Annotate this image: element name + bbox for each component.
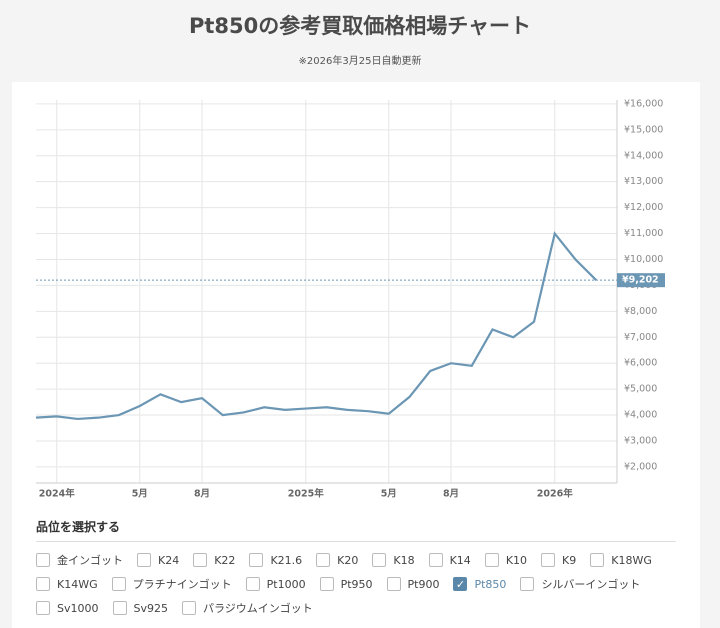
option-label: シルバーインゴット (541, 578, 641, 591)
y-tick-label: ¥2,000 (624, 461, 657, 472)
option-label: K9 (562, 553, 577, 567)
checkbox[interactable] (590, 553, 605, 567)
option-label: Pt950 (340, 577, 373, 591)
checkbox[interactable] (428, 553, 443, 567)
grade-option[interactable]: Sv1000 (36, 596, 99, 620)
checkbox[interactable] (484, 553, 499, 567)
x-tick-label: 5月 (132, 489, 148, 500)
checkbox[interactable] (182, 601, 196, 615)
y-tick-label: ¥7,000 (624, 332, 657, 343)
y-tick-label: ¥6,000 (624, 358, 657, 369)
grade-option[interactable]: K18 (372, 548, 415, 572)
option-label: K24 (158, 553, 180, 567)
option-label: K14WG (57, 577, 98, 591)
option-label: Sv925 (133, 601, 169, 615)
y-tick-label: ¥4,000 (624, 410, 657, 421)
option-label: Pt1000 (266, 577, 306, 591)
y-tick-label: ¥16,000 (624, 98, 663, 109)
option-label: Pt900 (407, 577, 440, 591)
checkbox[interactable] (193, 553, 208, 567)
x-tick-label: 2026年 (537, 488, 573, 500)
selector-title: 品位を選択する (36, 518, 676, 542)
grade-option[interactable]: Sv925 (112, 596, 169, 620)
y-tick-label: ¥10,000 (624, 254, 663, 265)
grade-option[interactable]: パラジウムインゴット (182, 596, 313, 620)
y-tick-label: ¥5,000 (624, 384, 657, 395)
option-label: K20 (337, 553, 359, 567)
grade-option[interactable]: K22 (193, 548, 235, 572)
page-title: Pt850の参考買取価格相場チャート (188, 14, 532, 38)
grade-option[interactable]: K18WG (590, 548, 652, 572)
checkbox[interactable] (372, 553, 387, 567)
chart: ¥2,000 ¥3,000 ¥4,000 ¥5,000 ¥6,000 ¥7,000 ¥8,0… (35, 98, 665, 500)
x-tick-label: 5月 (381, 489, 397, 500)
y-tick-label: ¥11,000 (624, 228, 663, 239)
grade-option[interactable]: K10 (484, 548, 528, 572)
checkbox[interactable] (111, 577, 126, 591)
grade-option[interactable]: 金インゴット (36, 548, 123, 572)
checkbox[interactable] (319, 577, 334, 591)
checkbox[interactable]: ✓ (453, 577, 468, 591)
option-label: K14 (449, 553, 471, 567)
grade-option[interactable]: K14WG (36, 572, 98, 596)
y-tick-label: ¥15,000 (624, 124, 663, 135)
option-label: 金インゴット (57, 554, 123, 567)
checkbox[interactable] (249, 553, 264, 567)
last-price-label: ¥9,202 (622, 275, 659, 286)
x-tick-label: 8月 (443, 489, 459, 500)
checkbox[interactable] (386, 577, 401, 591)
grade-option[interactable]: K14 (428, 548, 471, 572)
y-tick-label: ¥3,000 (624, 435, 657, 446)
option-label: プラチナインゴット (132, 578, 232, 591)
checkbox[interactable] (36, 577, 50, 591)
option-label: パラジウムインゴット (203, 602, 313, 615)
last-price-badge (617, 273, 665, 288)
checkbox[interactable] (541, 553, 556, 567)
grade-option[interactable]: Pt950 (319, 572, 373, 596)
options: 金インゴット K24 K22 K21.6 K20 K18 K14 K10 K9 K18WG K14W… (36, 548, 676, 620)
grade-selector: 品位を選択する 金インゴット K24 K22 K21.6 K20 K18 K14 K10 K9 K… (36, 518, 676, 620)
grade-option[interactable]: プラチナインゴット (111, 572, 232, 596)
option-label: K18 (393, 553, 415, 567)
option-label: K22 (214, 553, 236, 567)
x-tick-label: 2024年 (39, 488, 75, 500)
option-label: K21.6 (270, 553, 303, 567)
checkbox[interactable] (36, 601, 50, 615)
grade-option[interactable]: K21.6 (249, 548, 302, 572)
checkbox[interactable] (316, 553, 331, 567)
x-tick-label: 8月 (194, 489, 210, 500)
option-label: Pt850 (474, 577, 507, 591)
chart-card (12, 82, 700, 628)
grade-option[interactable]: Pt1000 (245, 572, 306, 596)
grade-option[interactable]: K9 (541, 548, 576, 572)
subtitle: ※2026年3月25日自動更新 (298, 56, 422, 67)
grade-option[interactable]: Pt900 (386, 572, 440, 596)
grade-option[interactable]: K24 (137, 548, 179, 572)
y-tick-label: ¥8,000 (624, 306, 657, 317)
option-label: Sv1000 (57, 601, 99, 615)
checkbox[interactable] (112, 601, 127, 615)
option-label: K10 (505, 553, 528, 567)
checkbox[interactable] (36, 553, 50, 567)
grade-option[interactable]: K20 (316, 548, 358, 572)
checkbox[interactable] (520, 577, 535, 591)
grade-option[interactable]: シルバーインゴット (520, 572, 640, 596)
x-tick-label: 2025年 (288, 488, 324, 500)
option-label: K18WG (611, 553, 652, 567)
y-tick-label: ¥14,000 (624, 150, 663, 161)
y-tick-label: ¥13,000 (624, 176, 663, 187)
checkbox[interactable] (137, 553, 151, 567)
price-line (35, 231, 598, 421)
grade-option[interactable]: ✓ Pt850 (453, 572, 506, 596)
checkbox[interactable] (245, 577, 260, 591)
y-tick-label: ¥12,000 (624, 202, 663, 213)
